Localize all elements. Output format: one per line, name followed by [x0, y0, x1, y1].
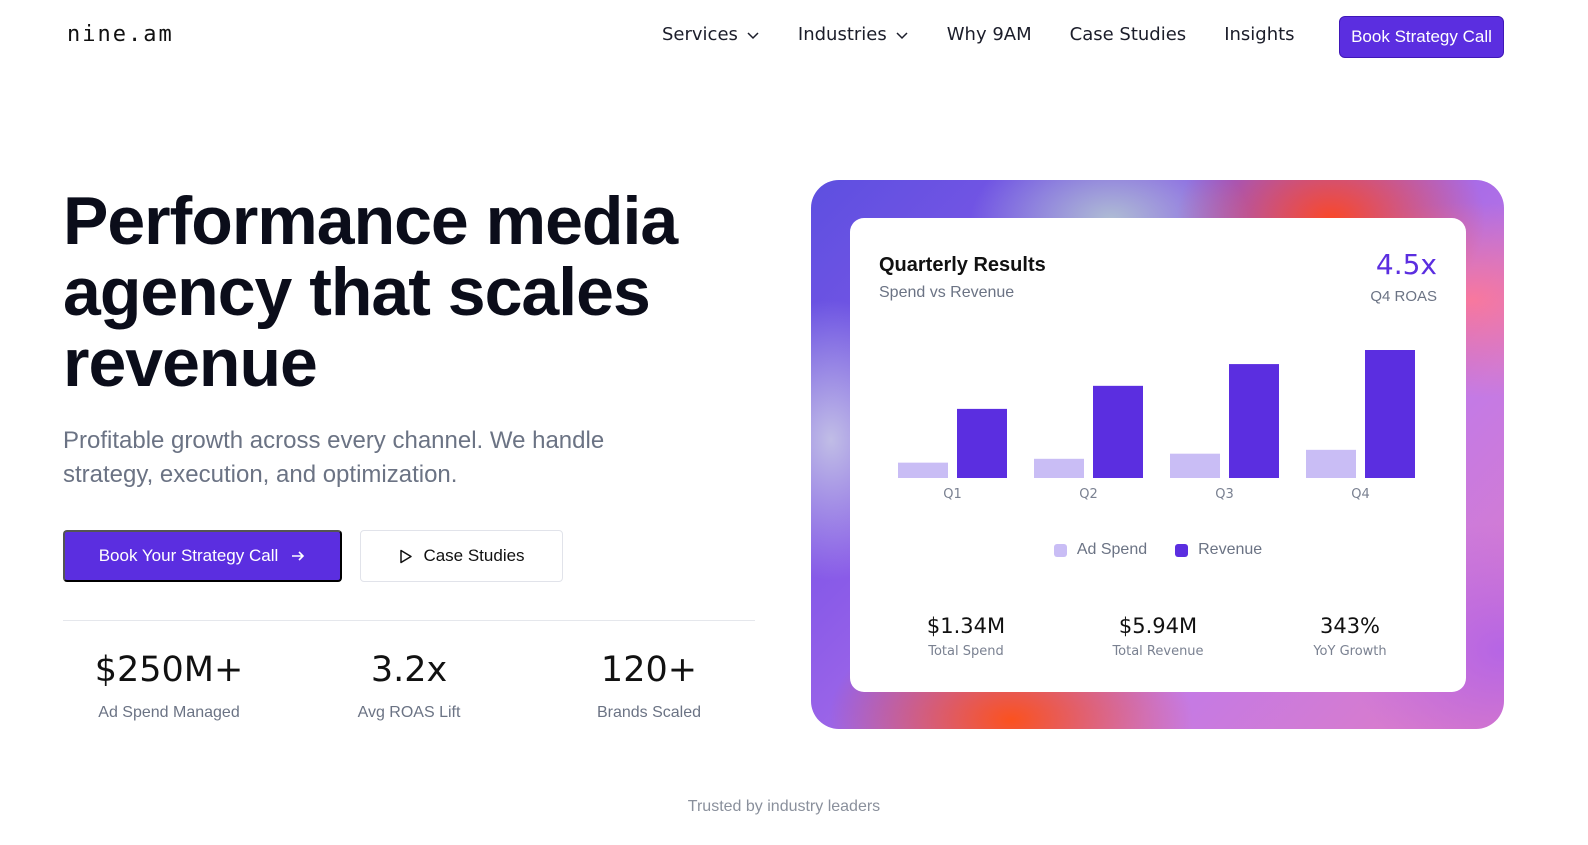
kpi-value: $5.94M [1118, 614, 1198, 638]
chart-legend: Ad Spend Revenue [850, 541, 1466, 559]
bar-chart: Q1 Q2 Q3 Q4 [898, 350, 1415, 502]
roas-label: Q4 ROAS [1370, 288, 1437, 305]
chevron-down-icon [747, 31, 759, 39]
nav-item-why-9am[interactable]: Why 9AM [947, 24, 1032, 45]
kpi-value: $1.34M [926, 614, 1006, 638]
legend-swatch [1053, 543, 1067, 557]
bar-revenue-q4 [1365, 350, 1415, 478]
bar-revenue-q1 [957, 408, 1007, 478]
main-nav: Services Industries Why 9AM Case Studies… [662, 24, 1295, 45]
headline-line: Performance media [63, 183, 678, 259]
book-strategy-call-button[interactable]: Book Strategy Call [1339, 16, 1504, 58]
legend-item-revenue: Revenue [1175, 541, 1262, 559]
legend-swatch [1175, 543, 1189, 557]
stat-ad-spend: $250M+ Ad Spend Managed [49, 650, 289, 722]
chevron-down-icon [896, 31, 908, 39]
hero-subhead: Profitable growth across every channel. … [63, 427, 605, 488]
nav-item-label: Insights [1224, 24, 1295, 45]
stat-value: $250M+ [94, 650, 244, 690]
stat-label: Avg ROAS Lift [357, 704, 461, 721]
kpi-label: YoY Growth [1313, 644, 1387, 659]
stat-label: Ad Spend Managed [98, 704, 240, 721]
nav-item-insights[interactable]: Insights [1224, 24, 1294, 45]
nav-item-label: Services [662, 24, 738, 45]
card-title: Quarterly Results [879, 254, 1046, 276]
button-label: Book Your Strategy Call [98, 546, 279, 565]
kpi-total-revenue: $5.94M Total Revenue [1062, 614, 1254, 659]
book-your-strategy-call-button[interactable]: Book Your Strategy Call [63, 530, 342, 582]
stat-brands: 120+ Brands Scaled [529, 650, 769, 722]
x-tick-label: Q1 [943, 487, 962, 502]
kpi-value: 343% [1319, 614, 1381, 638]
bar-revenue-q2 [1093, 385, 1143, 478]
kpi-yoy-growth: 343% YoY Growth [1254, 614, 1446, 659]
divider [63, 620, 755, 621]
stat-value: 120+ [600, 650, 698, 690]
kpi-label: Total Revenue [1112, 644, 1204, 659]
nav-item-services[interactable]: Services [662, 24, 760, 45]
nav-item-industries[interactable]: Industries [798, 24, 909, 45]
bar-ad-spend-q3 [1170, 453, 1220, 478]
nav-item-label: Industries [797, 24, 887, 45]
bar-ad-spend-q2 [1034, 458, 1084, 478]
stat-roas: 3.2x Avg ROAS Lift [289, 650, 529, 722]
kpi-label: Total Spend [928, 644, 1004, 659]
kpi-total-spend: $1.34M Total Spend [870, 614, 1062, 659]
hero-headline: Performance media agency that scales rev… [63, 186, 763, 399]
nav-item-case-studies[interactable]: Case Studies [1070, 24, 1187, 45]
legend-label: Revenue [1198, 541, 1263, 558]
legend-item-ad-spend: Ad Spend [1053, 541, 1148, 559]
stat-value: 3.2x [370, 650, 448, 690]
bar-ad-spend-q4 [1306, 449, 1356, 478]
roas-value: 4.5x [1375, 248, 1437, 281]
case-studies-button[interactable]: Case Studies [360, 530, 563, 582]
nav-item-label: Case Studies [1069, 24, 1187, 45]
results-card: Quarterly Results Spend vs Revenue 4.5x … [850, 218, 1466, 692]
headline-line: agency that scales [63, 254, 651, 330]
nav-item-label: Why 9AM [946, 24, 1032, 45]
x-tick-label: Q4 [1351, 487, 1370, 502]
stat-label: Brands Scaled [596, 704, 702, 721]
play-icon [400, 549, 413, 563]
button-label: Case Studies [423, 546, 525, 565]
card-subtitle: Spend vs Revenue [879, 284, 1015, 301]
bar-ad-spend-q1 [898, 462, 948, 478]
arrow-right-icon [292, 551, 305, 561]
x-tick-label: Q3 [1215, 487, 1234, 502]
trusted-by-text: Trusted by industry leaders [687, 798, 881, 815]
logo[interactable]: nine.am [67, 22, 174, 47]
legend-label: Ad Spend [1076, 541, 1148, 558]
x-tick-label: Q2 [1079, 487, 1098, 502]
headline-line: revenue [63, 325, 318, 401]
bar-revenue-q3 [1229, 364, 1279, 478]
